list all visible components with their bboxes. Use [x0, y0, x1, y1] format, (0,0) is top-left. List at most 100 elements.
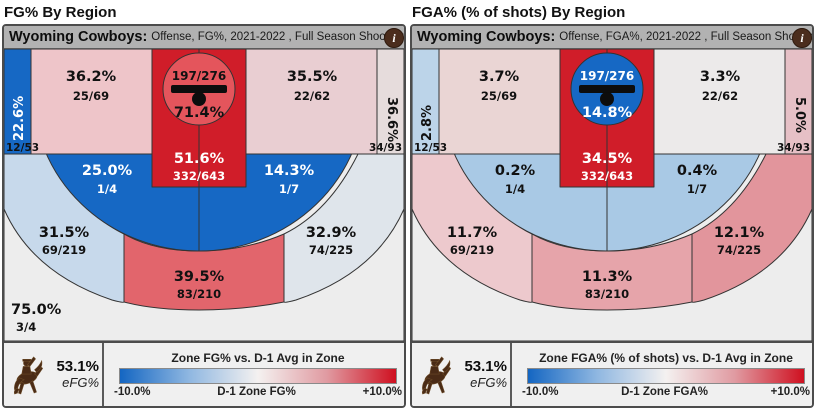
rim-count: 197/276 — [580, 69, 634, 83]
wing3-right-count: 22/62 — [702, 89, 738, 103]
wyoming-logo-icon — [13, 356, 44, 394]
efg-cell: 53.1% eFG% — [412, 343, 512, 406]
rim-hoop — [600, 92, 614, 106]
wing3-right-pct: 35.5% — [287, 69, 338, 85]
mid-right-pct: 12.1% — [714, 225, 765, 241]
legend-mid: D-1 Zone FGA% — [621, 386, 708, 398]
mid-left-pct: 11.7% — [447, 225, 498, 241]
close2-left-count: 1/4 — [97, 182, 117, 196]
zone-wing3-right[interactable] — [245, 49, 378, 155]
wing3-left-count: 25/69 — [73, 89, 109, 103]
mid-center-pct: 11.3% — [582, 269, 633, 285]
corner3-right-count: 34/93 — [777, 142, 810, 154]
mid-right-pct: 32.9% — [306, 225, 357, 241]
close2-right-count: 1/7 — [687, 182, 707, 196]
close2-left-count: 1/4 — [505, 182, 525, 196]
paint-count: 332/643 — [173, 169, 225, 183]
efg-label: eFG% — [62, 374, 99, 390]
close2-right-pct: 14.3% — [264, 163, 315, 179]
close2-right-pct: 0.4% — [677, 163, 718, 179]
shot-chart-card: Wyoming Cowboys: Offense, FGA%, 2021-202… — [410, 24, 814, 408]
mid-left-count: 69/219 — [450, 243, 494, 257]
rim-hoop — [192, 92, 206, 106]
paint-count: 332/643 — [581, 169, 633, 183]
paint-pct: 51.6% — [174, 151, 225, 167]
panel-fg-pct: FG% By Region Wyoming Cowboys: Offense, … — [2, 0, 406, 408]
efg-cell: 53.1% eFG% — [4, 343, 104, 406]
shot-chart-card: Wyoming Cowboys: Offense, FG%, 2021-2022… — [2, 24, 406, 408]
page-title: FG% By Region — [4, 4, 117, 21]
efg-label: eFG% — [470, 374, 507, 390]
rim-pct: 71.4% — [174, 105, 225, 121]
close2-right-count: 1/7 — [279, 182, 299, 196]
wing3-left-pct: 3.7% — [479, 69, 520, 85]
chart-subtitle: Offense, FG%, 2021-2022 , Full Season Sh… — [151, 31, 404, 43]
card-footer: 53.1% eFG% Zone FGA% (% of shots) vs. D-… — [412, 341, 812, 406]
legend-min: -10.0% — [522, 386, 559, 398]
rim-pct: 14.8% — [582, 105, 633, 121]
zone-corner3-right[interactable] — [376, 49, 404, 155]
zone-midrange-right[interactable] — [283, 153, 404, 303]
legend-gradient-bar — [527, 368, 805, 384]
rim-count: 197/276 — [172, 69, 226, 83]
legend-max: +10.0% — [362, 386, 402, 398]
backcourt-count: 3/4 — [16, 320, 36, 334]
info-icon[interactable]: i — [792, 28, 812, 48]
mid-left-count: 69/219 — [42, 243, 86, 257]
zone-midrange-right[interactable] — [691, 153, 812, 303]
zone-corner3-left[interactable] — [412, 49, 440, 155]
legend-title: Zone FGA% (% of shots) vs. D-1 Avg in Zo… — [539, 351, 793, 365]
mid-right-count: 74/225 — [309, 243, 353, 257]
wing3-right-pct: 3.3% — [700, 69, 741, 85]
close2-left-pct: 0.2% — [495, 163, 536, 179]
efg-value: 53.1% — [464, 358, 507, 376]
corner3-left-count: 12/53 — [414, 142, 447, 154]
close2-left-pct: 25.0% — [82, 163, 133, 179]
wyoming-logo-icon — [421, 356, 452, 394]
legend-mid: D-1 Zone FG% — [217, 386, 296, 398]
mid-center-count: 83/210 — [585, 287, 629, 301]
legend-labels: -10.0% D-1 Zone FGA% +10.0% — [522, 386, 810, 398]
mid-center-count: 83/210 — [177, 287, 221, 301]
zone-corner3-right[interactable] — [784, 49, 812, 155]
backboard — [171, 85, 227, 93]
corner3-right-pct: 5.0% — [792, 97, 807, 133]
wing3-left-pct: 36.2% — [66, 69, 117, 85]
corner3-left-pct: 2.8% — [420, 105, 435, 141]
zone-corner3-left[interactable] — [4, 49, 32, 155]
corner3-right-pct: 36.6% — [384, 97, 399, 142]
card-header: Wyoming Cowboys: Offense, FGA%, 2021-202… — [412, 26, 812, 49]
corner3-left-count: 12/53 — [6, 142, 39, 154]
legend: Zone FG% vs. D-1 Avg in Zone -10.0% D-1 … — [104, 343, 404, 406]
mid-left-pct: 31.5% — [39, 225, 90, 241]
team-name: Wyoming Cowboys: — [417, 29, 556, 45]
paint-pct: 34.5% — [582, 151, 633, 167]
zone-wing3-right[interactable] — [653, 49, 786, 155]
wing3-left-count: 25/69 — [481, 89, 517, 103]
zone-wing3-left[interactable] — [30, 49, 153, 155]
chart-subtitle: Offense, FGA%, 2021-2022 , Full Season S… — [559, 31, 812, 43]
team-name: Wyoming Cowboys: — [9, 29, 148, 45]
corner3-right-count: 34/93 — [369, 142, 402, 154]
court-diagram: 197/276 71.4% 36.2% 25/69 35.5% 22/62 22… — [4, 49, 404, 341]
card-header: Wyoming Cowboys: Offense, FG%, 2021-2022… — [4, 26, 404, 49]
court-diagram: 197/276 14.8% 3.7% 25/69 3.3% 22/62 2.8%… — [412, 49, 812, 341]
card-footer: 53.1% eFG% Zone FG% vs. D-1 Avg in Zone … — [4, 341, 404, 406]
mid-center-pct: 39.5% — [174, 269, 225, 285]
info-icon[interactable]: i — [384, 28, 404, 48]
wing3-right-count: 22/62 — [294, 89, 330, 103]
backcourt-pct: 75.0% — [11, 302, 62, 318]
corner3-left-pct: 22.6% — [12, 96, 27, 141]
panel-fga-pct: FGA% (% of shots) By Region Wyoming Cowb… — [410, 0, 814, 408]
legend-labels: -10.0% D-1 Zone FG% +10.0% — [114, 386, 402, 398]
page-title: FGA% (% of shots) By Region — [412, 4, 626, 21]
legend-max: +10.0% — [770, 386, 810, 398]
legend-title: Zone FG% vs. D-1 Avg in Zone — [171, 351, 345, 365]
legend: Zone FGA% (% of shots) vs. D-1 Avg in Zo… — [512, 343, 812, 406]
legend-min: -10.0% — [114, 386, 151, 398]
mid-right-count: 74/225 — [717, 243, 761, 257]
backboard — [579, 85, 635, 93]
legend-gradient-bar — [119, 368, 397, 384]
zone-wing3-left[interactable] — [438, 49, 561, 155]
